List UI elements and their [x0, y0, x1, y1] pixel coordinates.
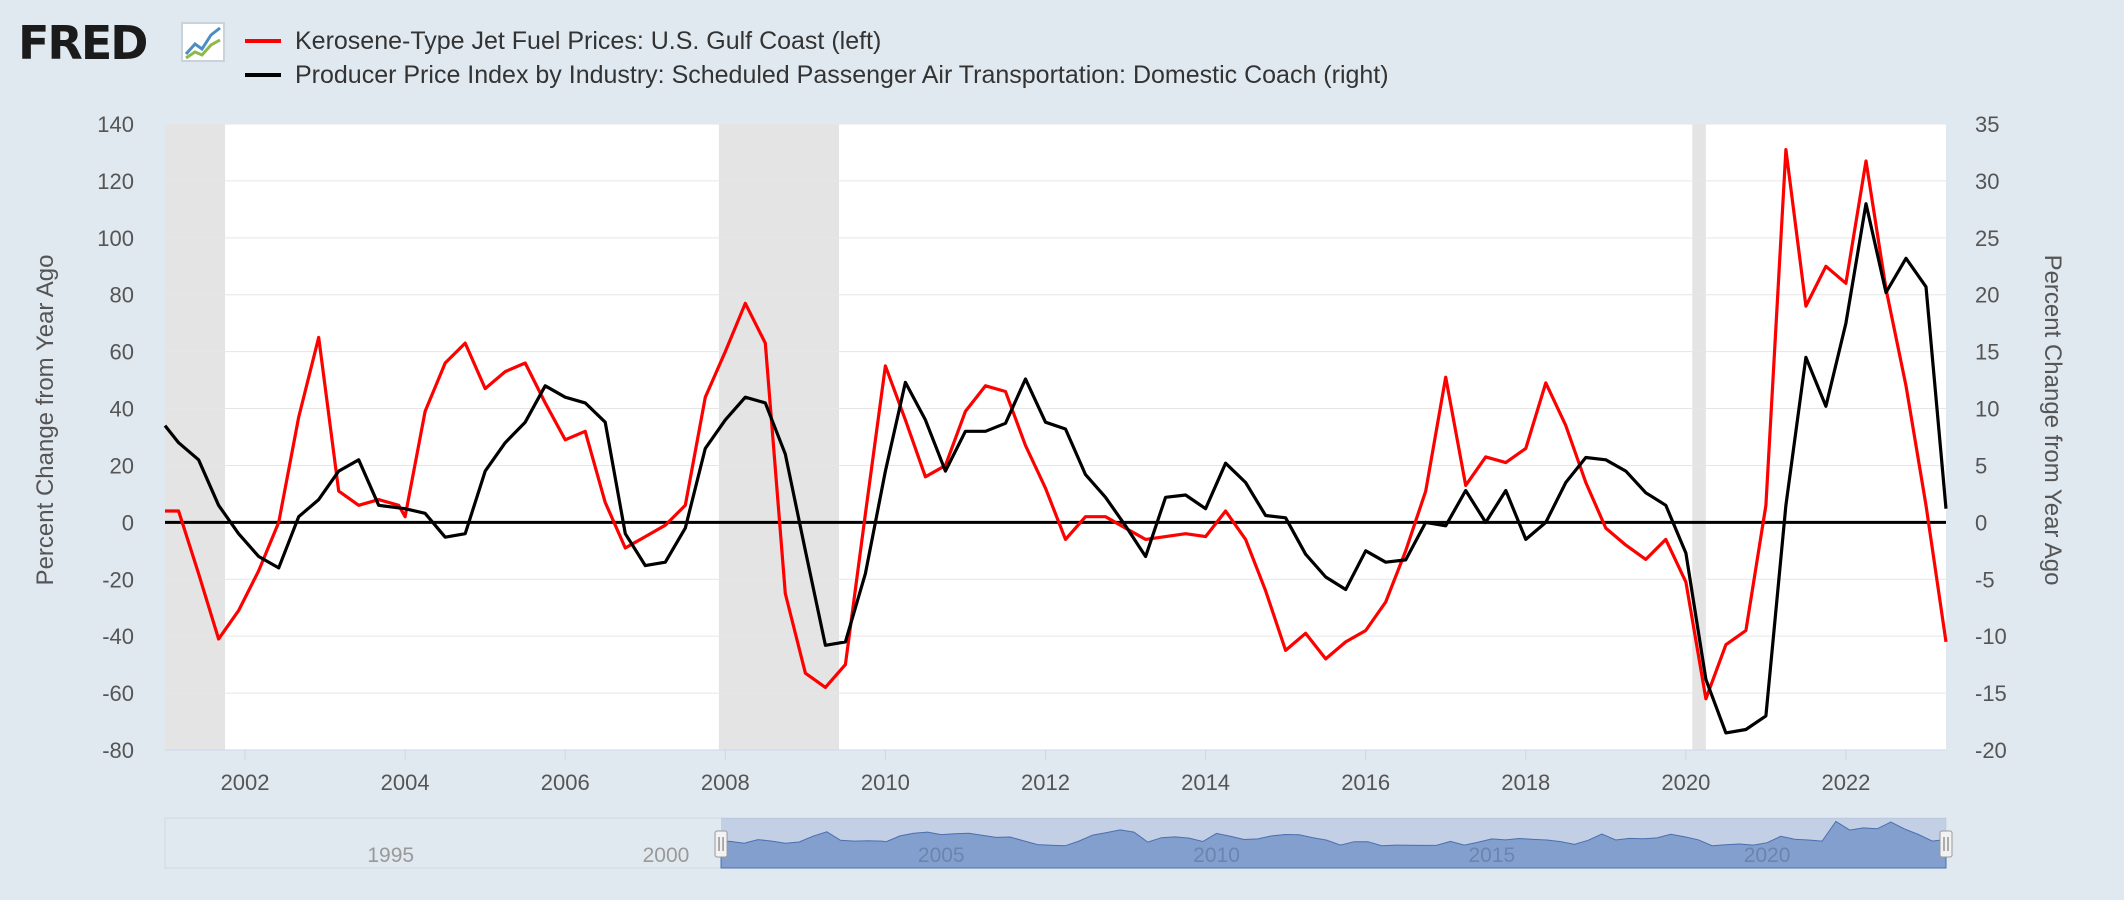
x-tick-label: 2010 — [861, 770, 910, 795]
right-tick-label: 30 — [1975, 169, 1999, 194]
legend-item-jet-fuel[interactable]: Kerosene-Type Jet Fuel Prices: U.S. Gulf… — [245, 24, 881, 58]
plot-background — [165, 124, 1946, 750]
x-tick-label: 2008 — [701, 770, 750, 795]
handle-grip[interactable] — [714, 830, 728, 858]
navigator-left-handle[interactable] — [714, 830, 728, 858]
recession-bar — [1692, 124, 1706, 750]
navigator-series-area — [720, 820, 1947, 869]
right-tick-label: -10 — [1975, 624, 2007, 649]
left-tick-label: 0 — [122, 510, 134, 535]
x-tick-label: 2016 — [1341, 770, 1390, 795]
series-lines — [163, 148, 1948, 735]
fred-logo[interactable]: FRED — [18, 18, 233, 68]
right-tick-label: 0 — [1975, 510, 1987, 535]
navigator-label: 2000 — [643, 844, 690, 867]
left-tick-label: -40 — [102, 624, 134, 649]
right-tick-label: 35 — [1975, 112, 1999, 137]
legend-swatch-black — [245, 73, 281, 77]
left-tick-label: 20 — [110, 453, 134, 478]
left-tick-label: 100 — [97, 226, 134, 251]
handle-grip[interactable] — [1939, 830, 1953, 858]
legend-label-jet-fuel: Kerosene-Type Jet Fuel Prices: U.S. Gulf… — [295, 26, 882, 55]
plot-area — [165, 124, 1946, 750]
left-tick-label: -80 — [102, 738, 134, 763]
series-line-jet-fuel — [165, 148, 1948, 701]
range-navigator[interactable]: 199520002005201020152020 — [164, 817, 1953, 869]
left-tick-label: -20 — [102, 567, 134, 592]
left-tick-label: 80 — [110, 283, 134, 308]
left-axis-title: Percent Change from Year Ago — [32, 255, 59, 586]
navigator-label: 1995 — [367, 844, 414, 867]
legend-label-ppi-airfare: Producer Price Index by Industry: Schedu… — [295, 60, 1389, 89]
right-axis-title: Percent Change from Year Ago — [2039, 255, 2066, 586]
right-tick-label: -5 — [1975, 567, 1995, 592]
x-tick-label: 2020 — [1661, 770, 1710, 795]
right-tick-label: 20 — [1975, 283, 1999, 308]
right-tick-label: 25 — [1975, 226, 1999, 251]
right-tick-label: 15 — [1975, 340, 1999, 365]
x-tick-label: 2006 — [541, 770, 590, 795]
right-tick-label: -20 — [1975, 738, 2007, 763]
navigator-right-handle[interactable] — [1939, 830, 1953, 858]
right-tick-label: 5 — [1975, 453, 1987, 478]
left-tick-label: 60 — [110, 340, 134, 365]
trend-chart-icon — [181, 22, 225, 62]
left-axis-ticks: -80 -60 -40 -20 0 20 40 60 80 100 120 140 — [97, 112, 134, 763]
x-tick-label: 2022 — [1821, 770, 1870, 795]
x-tick-label: 2014 — [1181, 770, 1230, 795]
left-tick-label: -60 — [102, 681, 134, 706]
left-tick-label: 140 — [97, 112, 134, 137]
legend-item-ppi-airfare[interactable]: Producer Price Index by Industry: Schedu… — [245, 58, 1389, 92]
right-tick-label: -15 — [1975, 681, 2007, 706]
left-tick-label: 120 — [97, 169, 134, 194]
x-tick-label: 2018 — [1501, 770, 1550, 795]
left-tick-label: 40 — [110, 397, 134, 422]
x-tick-label: 2002 — [221, 770, 270, 795]
legend-swatch-red — [245, 39, 281, 43]
series-line-ppi-airfare — [163, 202, 1948, 735]
fred-logo-text: FRED — [18, 16, 148, 70]
x-axis-ticks: 2002 2004 2006 2008 2010 2012 2014 2016 2018 2020… — [165, 749, 1946, 795]
right-axis-ticks: -20 -15 -10 -5 0 5 10 15 20 25 30 35 — [1975, 112, 2007, 763]
x-tick-label: 2012 — [1021, 770, 1070, 795]
x-tick-label: 2004 — [381, 770, 430, 795]
right-tick-label: 10 — [1975, 397, 1999, 422]
